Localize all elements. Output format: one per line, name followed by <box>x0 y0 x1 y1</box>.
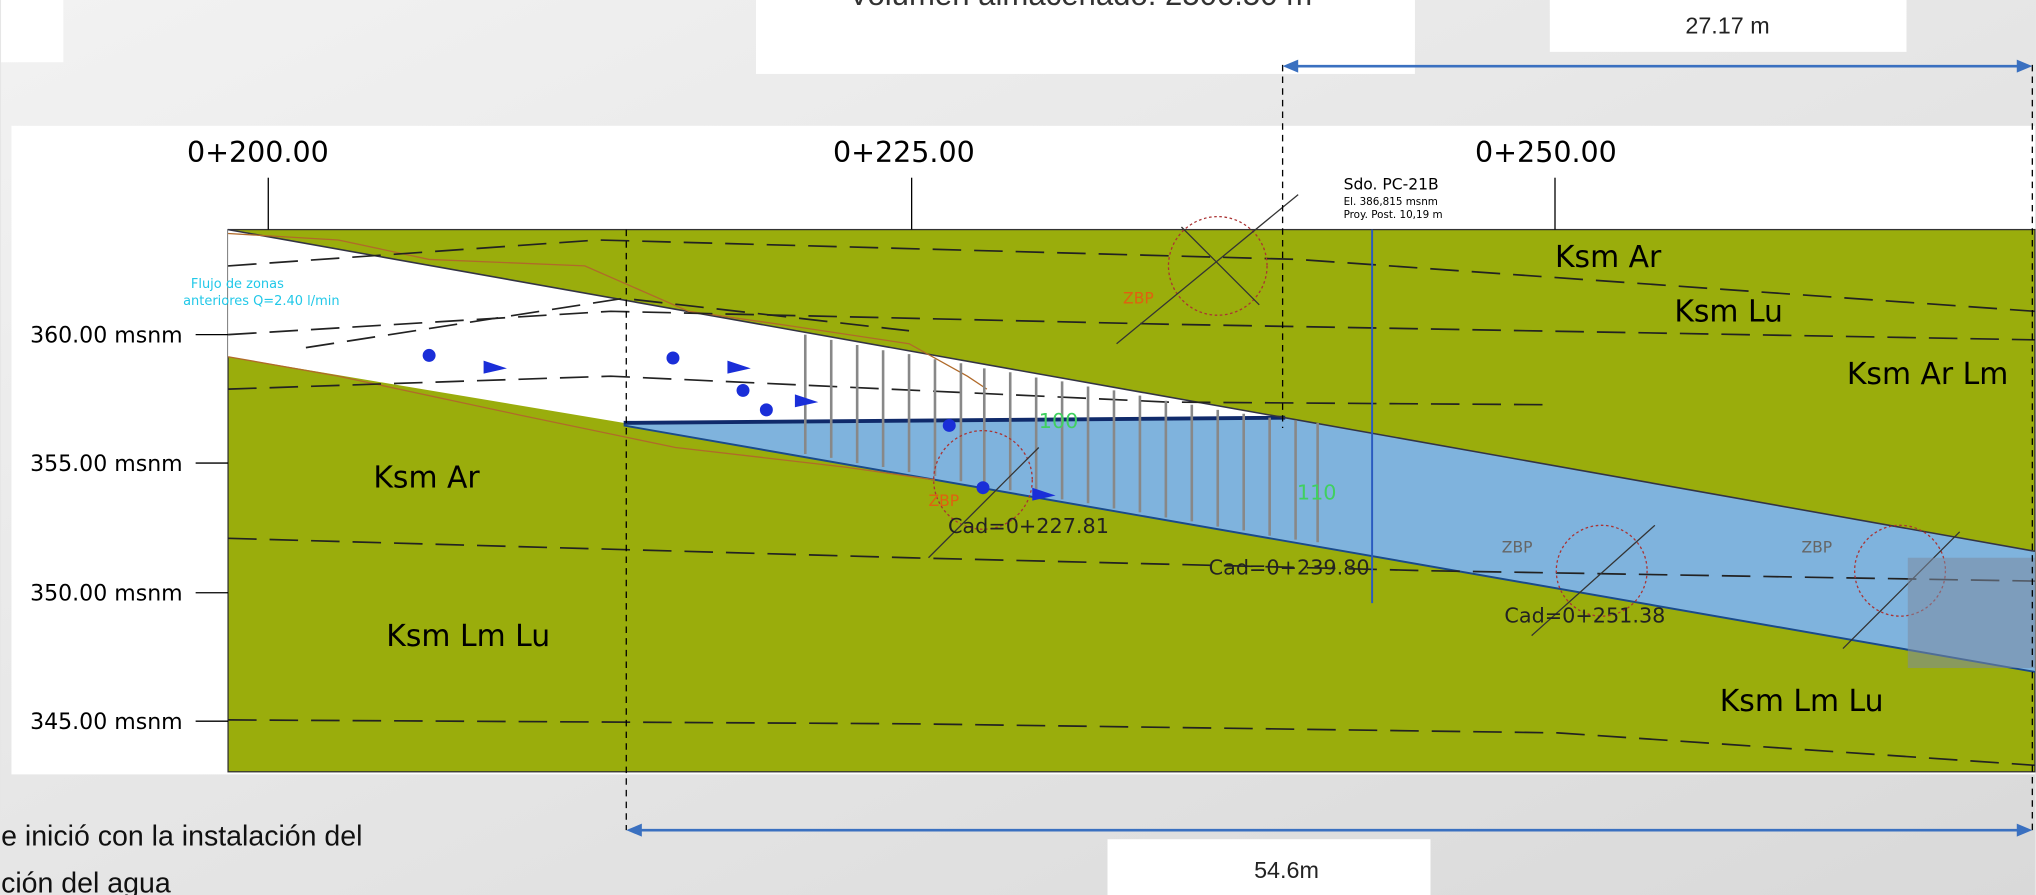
slope-line <box>227 228 2036 553</box>
unit-label: Ksm Lu <box>1674 295 1783 330</box>
arrowhead <box>2016 59 2033 73</box>
zbp-label: ZBP <box>1502 539 1533 557</box>
rockfill <box>1907 557 2035 669</box>
unit-label: Ksm Lm Lu <box>386 619 550 654</box>
slope-line <box>623 424 2036 673</box>
body-line: ción del agua <box>1 867 171 895</box>
elevation-label: 355.00 msnm <box>30 452 183 477</box>
borehole-elev: El. 386,815 msnm <box>1344 196 1438 208</box>
stations: 0+200.00 0+225.00 0+250.00 <box>187 136 1617 169</box>
station-label: 0+200.00 <box>187 136 329 169</box>
unit-label: Ksm Ar <box>373 461 480 496</box>
terrain-line <box>228 232 988 390</box>
flow-note-line: anteriores Q=2.40 l/min <box>183 294 340 309</box>
borehole-name: Sdo. PC-21B <box>1344 175 1439 193</box>
zbp-labels: ZBP ZBP ZBP ZBP <box>929 290 1833 557</box>
volume-box <box>755 0 1415 74</box>
contour-labels: 100 110 <box>1039 409 1337 504</box>
body-text: e inició con la instalación del ción del… <box>1 821 362 895</box>
body-line: e inició con la instalación del <box>1 821 362 853</box>
station-label: 0+225.00 <box>833 136 975 169</box>
cad-label: Cad=0+227.81 <box>948 514 1109 538</box>
unit-label: Ksm Ar Lm <box>1847 357 2008 392</box>
zbp-label: ZBP <box>1801 539 1832 557</box>
piezometers <box>803 334 1319 543</box>
span-bottom: 54.6m <box>1254 857 1319 883</box>
elevation-label: 360.00 msnm <box>30 323 183 348</box>
flow-note-line: Flujo de zonas <box>191 277 284 292</box>
volume-text: Volumen almacenado: 2500.50 m³ <box>848 0 1322 12</box>
terrain-line <box>227 356 936 481</box>
arrowhead <box>626 823 642 837</box>
contour-label: 100 <box>1039 409 1079 433</box>
flow-markers <box>422 348 1056 501</box>
span-top: 27.17 m <box>1685 13 1769 39</box>
borehole-proj: Proy. Post. 10,19 m <box>1344 209 1443 221</box>
elevations: 360.00 msnm 355.00 msnm 350.00 msnm 345.… <box>30 323 183 735</box>
station-label: 0+250.00 <box>1475 136 1617 169</box>
water-zone <box>623 417 2035 672</box>
zbp-label: ZBP <box>1123 290 1154 308</box>
unit-label: Ksm Lm Lu <box>1720 684 1884 719</box>
zbp-crosses <box>928 194 1961 650</box>
span-box <box>1549 0 1907 52</box>
ticks <box>195 177 1556 722</box>
excavation <box>228 229 1286 423</box>
zbp-label: ZBP <box>929 492 960 510</box>
arrowhead <box>1282 59 1299 73</box>
water-level <box>623 415 1286 425</box>
cad-label: Cad=0+251.38 <box>1504 604 1665 628</box>
cad-label: Cad=0+239.80 <box>1209 556 1370 580</box>
unit-label: Ksm Ar <box>1555 240 1662 275</box>
elevation-label: 350.00 msnm <box>30 582 183 607</box>
contacts <box>228 239 2035 767</box>
units: Ksm Ar Ksm Lu Ksm Ar Lm Ksm Ar Ksm Lm Lu… <box>373 240 2008 719</box>
elevation-label: 345.00 msnm <box>30 710 183 735</box>
arrowhead <box>2016 823 2033 837</box>
cad-labels: Cad=0+227.81 Cad=0+239.80 Cad=0+251.38 <box>948 514 1665 628</box>
box <box>1 0 64 63</box>
contour-label: 110 <box>1297 480 1337 504</box>
span-box <box>1107 839 1431 895</box>
flow-note: Flujo de zonas anteriores Q=2.40 l/min <box>183 277 340 309</box>
